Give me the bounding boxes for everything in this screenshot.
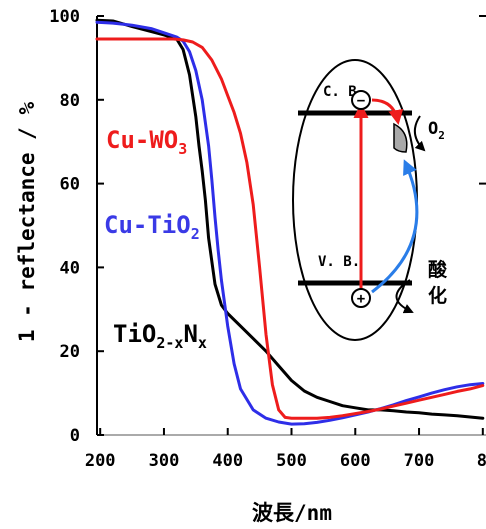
oxidation-label-line1: 酸 [428, 258, 448, 281]
oxidation-label: 酸 化 [428, 258, 454, 307]
y-tick-label: 80 [60, 91, 80, 111]
y-tick-label: 60 [60, 175, 80, 195]
vb-label: V. B. [318, 254, 360, 270]
band-diagram-inset: C. B. V. B. − + O2 酸 化 [292, 59, 454, 341]
x-tick-label: 8 [477, 451, 486, 471]
x-axis-title: 波長/nm [252, 501, 332, 525]
y-tick-label: 40 [60, 258, 80, 278]
electron-circle [351, 90, 371, 110]
series-label-tio2-xnx-sub2: x [198, 334, 207, 352]
series-label-cu-wo3-sub: 3 [178, 140, 187, 158]
x-tick-label: 700 [404, 451, 435, 471]
catalyst-gray-cap [393, 122, 408, 153]
o2-label-sub: 2 [438, 129, 445, 142]
series-label-cu-wo3-main: Cu-WO [106, 126, 178, 154]
oxidation-arrow [395, 279, 414, 314]
y-tick-label: 20 [60, 342, 80, 362]
hole-symbol: + [357, 291, 365, 307]
x-tick-label: 300 [149, 451, 180, 471]
series-line-cu-wo3 [95, 37, 485, 420]
y-tick-label: 100 [49, 7, 80, 27]
series-label-tio2-xnx-main2: N [183, 320, 197, 348]
o2-reduction-arrow [413, 115, 426, 152]
x-tick-label: 500 [276, 451, 307, 471]
hole-transfer-arrow [371, 159, 419, 294]
electron-symbol: − [357, 93, 365, 109]
x-tick-label: 400 [212, 451, 243, 471]
series-label-cu-wo3: Cu-WO3 [106, 126, 187, 158]
series-line-tio2-xnx [95, 18, 485, 420]
o2-label: O2 [428, 119, 445, 142]
hole-circle [351, 288, 371, 308]
series-label-cu-tio2-sub: 2 [191, 225, 200, 243]
series-label-cu-tio2-main: Cu-TiO [104, 211, 191, 239]
y-axis-title: 1 - reflectance / % [15, 102, 39, 343]
series-label-tio2-xnx-sub: 2-x [156, 334, 183, 352]
o2-label-main: O [428, 119, 438, 139]
oxidation-label-line2: 化 [428, 284, 447, 307]
x-tick-label: 200 [85, 451, 116, 471]
series-label-cu-tio2: Cu-TiO2 [104, 211, 200, 243]
series-label-tio2-xnx: TiO2-xNx [113, 320, 207, 352]
y-tick-label: 0 [70, 426, 80, 446]
x-tick-label: 600 [340, 451, 371, 471]
series-label-tio2-xnx-main: TiO [113, 320, 156, 348]
electron-transfer-arrow [371, 98, 404, 125]
